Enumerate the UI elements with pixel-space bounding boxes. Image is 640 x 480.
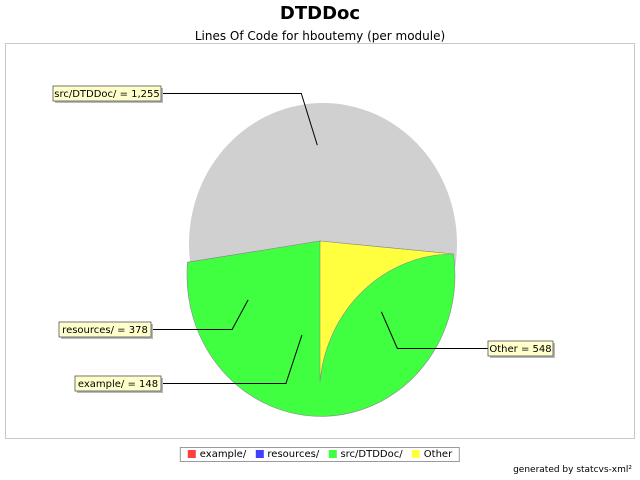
legend-item-example: example/ [187,449,247,460]
legend-swatch-example [187,450,196,458]
callout-box-other [487,340,554,357]
callout-label-resources: resources/ = 378 [62,325,148,336]
callout-label-other: Other = 548 [489,344,551,355]
legend-swatch-src-dtddoc [328,450,337,458]
callout-line-resources [151,299,249,330]
callout-line-other [380,311,488,349]
legend-item-src-dtddoc: src/DTDDoc/ [328,449,403,460]
legend-item-other: Other [411,449,453,460]
legend-swatch-resources [255,450,264,458]
callout-label-example: example/ = 148 [78,379,158,390]
legend-label-other: Other [423,449,453,460]
callout-box-example [74,375,162,392]
legend-label-example: example/ [199,449,247,460]
callout-line-src-dtddoc [161,93,318,146]
callout-label-src-dtddoc: src/DTDDoc/ = 1,255 [54,89,160,100]
legend-label-resources: resources/ [267,449,320,460]
footer-credit: generated by statcvs-xml² [513,465,632,475]
legend-item-resources: resources/ [255,449,319,460]
legend: example/ resources/ src/DTDDoc/ Other [179,447,461,462]
chart-subtitle: Lines Of Code for hboutemy (per module) [194,29,446,43]
chart-title: DTDDoc [279,3,361,24]
callout-box-src-dtddoc [52,85,162,102]
callout-box-resources [58,321,152,338]
legend-label-src-dtddoc: src/DTDDoc/ [340,449,403,460]
legend-swatch-other [411,450,420,458]
callout-line-example [161,334,303,384]
pie-slice-other [319,240,454,383]
